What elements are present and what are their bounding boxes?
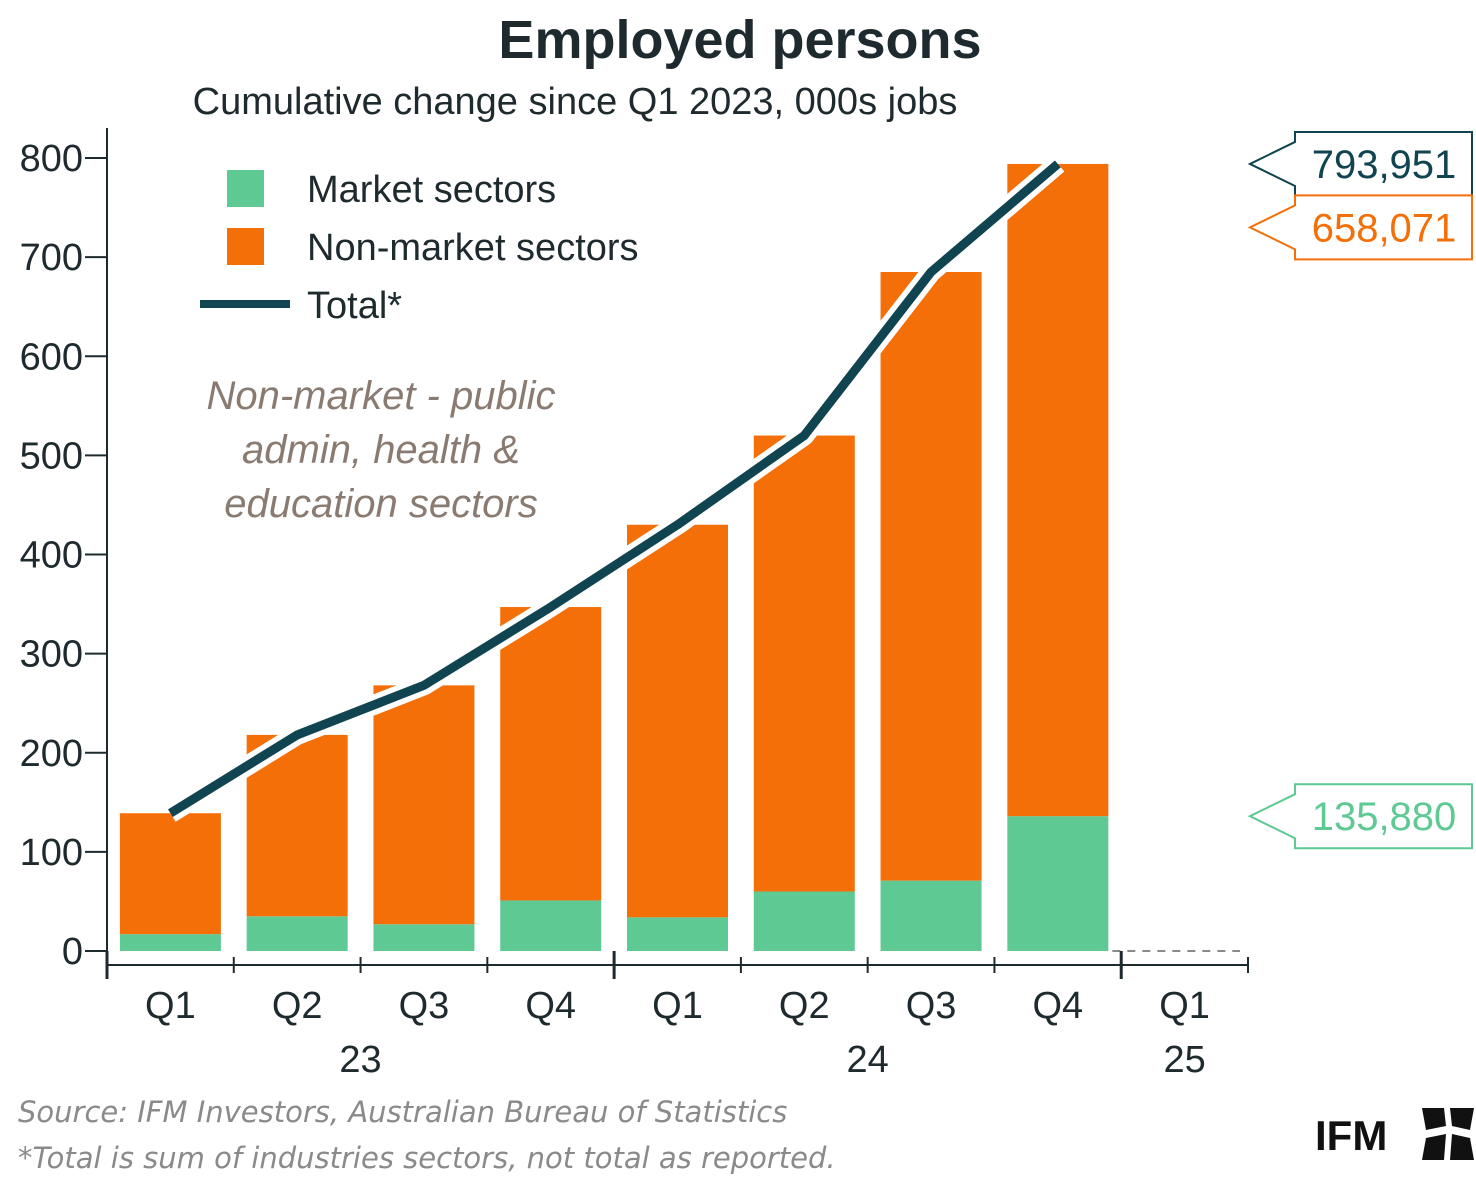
callout-label: 793,951 xyxy=(1312,143,1457,187)
bar-non-market-sectors xyxy=(119,813,221,935)
annotation-line: Non-market - public xyxy=(206,374,555,418)
chart-title: Employed persons xyxy=(498,10,981,70)
bar-non-market-sectors xyxy=(373,685,475,925)
y-tick-label: 600 xyxy=(20,336,83,378)
bar-non-market-sectors xyxy=(753,435,855,892)
legend: Market sectors Non-market sectors Total* xyxy=(200,169,639,327)
y-axis: 0 100 200 300 400 500 600 700 800 xyxy=(20,128,108,973)
annotation-line: admin, health & xyxy=(242,428,520,472)
bar-market-sectors xyxy=(246,916,348,951)
annotation-line: education sectors xyxy=(224,482,538,526)
logo-text: IFM xyxy=(1315,1112,1387,1159)
total-line xyxy=(168,160,1061,818)
bar-non-market-sectors xyxy=(880,271,982,881)
annotation: Non-market - public admin, health & educat… xyxy=(206,374,555,526)
y-tick-label: 500 xyxy=(20,435,83,477)
legend-label-market: Market sectors xyxy=(307,169,556,211)
ifm-logo: IFM xyxy=(1315,1108,1474,1160)
y-tick-label: 200 xyxy=(20,733,83,775)
x-tick-label: Q3 xyxy=(399,985,450,1027)
x-year-label: 24 xyxy=(847,1039,889,1081)
legend-label-non-market: Non-market sectors xyxy=(307,227,639,269)
total-line-group xyxy=(165,156,1065,822)
y-tick-label: 300 xyxy=(20,634,83,676)
x-tick-label: Q2 xyxy=(272,985,323,1027)
bar-market-sectors xyxy=(373,924,475,951)
source-line-1: Source: IFM Investors, Australian Bureau… xyxy=(18,1095,787,1129)
bar-market-sectors xyxy=(753,891,855,951)
bar-market-sectors xyxy=(119,934,221,951)
bar-market-sectors xyxy=(1007,816,1109,951)
x-tick-label: Q1 xyxy=(652,985,703,1027)
callouts: 793,951 658,071 135,880 xyxy=(1247,130,1473,850)
bar-non-market-sectors xyxy=(500,607,602,901)
x-tick-label: Q1 xyxy=(1159,985,1210,1027)
bar-market-sectors xyxy=(627,917,728,951)
chart-subtitle: Cumulative change since Q1 2023, 000s jo… xyxy=(193,81,958,123)
y-tick-label: 800 xyxy=(20,138,83,180)
x-tick-label: Q4 xyxy=(1032,985,1083,1027)
source-line-2: *Total is sum of industries sectors, not… xyxy=(18,1141,836,1175)
logo-mark-icon xyxy=(1422,1108,1474,1160)
x-tick-label: Q2 xyxy=(779,985,830,1027)
x-tick-label: Q3 xyxy=(906,985,957,1027)
x-axis: Q1 Q2 Q3 Q4 Q1 Q2 Q3 Q4 Q1 23 24 25 xyxy=(105,951,1249,1081)
callout-box xyxy=(1247,783,1473,850)
legend-swatch-market xyxy=(227,170,264,207)
y-tick-label: 700 xyxy=(20,237,83,279)
bar-non-market-sectors xyxy=(627,524,728,918)
x-tick-label: Q4 xyxy=(525,985,576,1027)
callout-label: 658,071 xyxy=(1312,206,1457,250)
bar-non-market-sectors xyxy=(1007,163,1109,817)
y-tick-label: 0 xyxy=(62,931,83,973)
bar-market-sectors xyxy=(880,880,982,951)
y-tick-label: 100 xyxy=(20,832,83,874)
callout-label: 135,880 xyxy=(1312,795,1457,839)
callout-box xyxy=(1247,194,1473,261)
callout-box xyxy=(1247,130,1473,197)
legend-label-total: Total* xyxy=(307,285,402,327)
y-tick-label: 400 xyxy=(20,535,83,577)
bar-market-sectors xyxy=(500,900,602,951)
x-year-label: 25 xyxy=(1163,1039,1205,1081)
x-year-label: 23 xyxy=(339,1039,381,1081)
legend-swatch-non-market xyxy=(227,228,264,265)
bars xyxy=(119,163,1240,952)
x-tick-label: Q1 xyxy=(145,985,196,1027)
